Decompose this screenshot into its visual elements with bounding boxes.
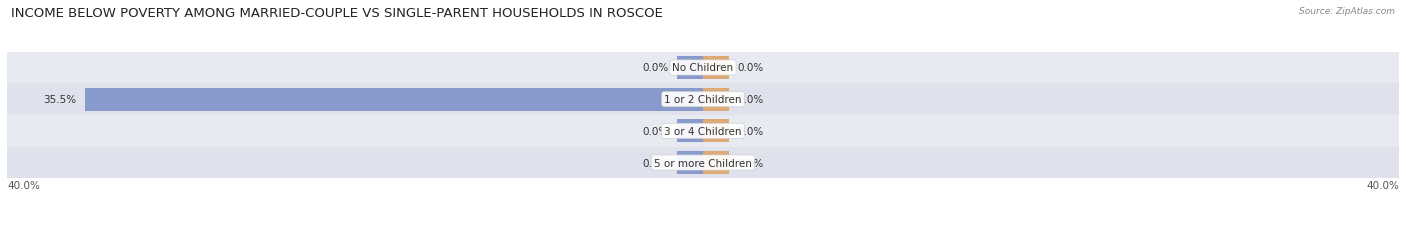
Text: 0.0%: 0.0% bbox=[738, 63, 763, 73]
Text: Source: ZipAtlas.com: Source: ZipAtlas.com bbox=[1299, 7, 1395, 16]
Text: 40.0%: 40.0% bbox=[7, 180, 39, 190]
Text: 0.0%: 0.0% bbox=[643, 63, 668, 73]
Text: 0.0%: 0.0% bbox=[643, 158, 668, 168]
Bar bbox=[7, 116, 1399, 147]
Text: No Children: No Children bbox=[672, 63, 734, 73]
Text: 0.0%: 0.0% bbox=[738, 158, 763, 168]
Text: 0.0%: 0.0% bbox=[738, 95, 763, 105]
Bar bbox=[703, 88, 730, 111]
Text: INCOME BELOW POVERTY AMONG MARRIED-COUPLE VS SINGLE-PARENT HOUSEHOLDS IN ROSCOE: INCOME BELOW POVERTY AMONG MARRIED-COUPL… bbox=[11, 7, 664, 20]
Bar bbox=[703, 57, 730, 79]
Text: 1 or 2 Children: 1 or 2 Children bbox=[664, 95, 742, 105]
Text: 3 or 4 Children: 3 or 4 Children bbox=[664, 126, 742, 136]
Bar bbox=[676, 120, 703, 143]
Bar bbox=[676, 57, 703, 79]
Bar bbox=[676, 152, 703, 174]
Text: 0.0%: 0.0% bbox=[643, 126, 668, 136]
Bar bbox=[703, 152, 730, 174]
Text: 35.5%: 35.5% bbox=[44, 95, 76, 105]
Bar bbox=[7, 52, 1399, 84]
Bar bbox=[7, 147, 1399, 179]
Bar bbox=[86, 88, 703, 111]
Text: 5 or more Children: 5 or more Children bbox=[654, 158, 752, 168]
Bar bbox=[703, 120, 730, 143]
Bar bbox=[7, 84, 1399, 116]
Text: 40.0%: 40.0% bbox=[1367, 180, 1399, 190]
Text: 0.0%: 0.0% bbox=[738, 126, 763, 136]
